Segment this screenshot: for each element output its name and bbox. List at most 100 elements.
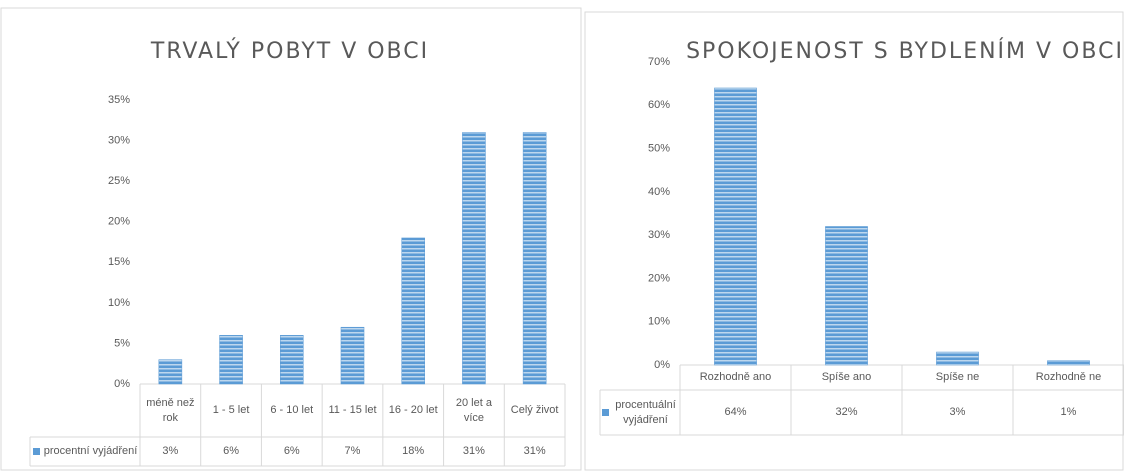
y-tick-label: 20%	[108, 216, 130, 228]
x-tick-label-text: Rozhodně ano	[699, 371, 772, 384]
data-label-text: 31%	[462, 445, 485, 458]
bar	[280, 335, 304, 385]
x-tick-label: Rozhodně ne	[1017, 365, 1120, 390]
x-tick-label-box: méně než rok	[144, 384, 197, 437]
y-tick-label: 70%	[648, 56, 670, 68]
x-tick-label-text: 6 - 10 let	[270, 404, 314, 417]
data-label: 3%	[140, 437, 201, 466]
data-label-text: 31%	[523, 445, 546, 458]
x-tick-label-text: 11 - 15 let	[328, 404, 377, 417]
x-tick-label-box: Spíše ne	[906, 365, 1009, 390]
bar	[219, 335, 243, 385]
bar	[158, 359, 183, 385]
x-tick-label-text: 1 - 5 let	[212, 404, 250, 417]
y-tick-label: 25%	[108, 175, 130, 187]
bar	[401, 237, 425, 385]
chart-frame	[0, 7, 582, 471]
x-tick-label-box: Rozhodně ano	[699, 371, 772, 384]
legend-swatch	[602, 409, 609, 416]
data-label: 18%	[383, 437, 444, 466]
legend-entry-text: procentní vyjádření	[43, 445, 138, 458]
x-tick-label: Celý život	[508, 384, 561, 437]
y-tick-label: 30%	[648, 229, 670, 241]
x-tick-label: 1 - 5 let	[205, 384, 258, 437]
x-tick-label: Spíše ne	[906, 365, 1009, 390]
data-label-box: 3%	[902, 390, 1013, 435]
legend-swatch	[32, 448, 40, 455]
x-tick-label: 16 - 20 let	[387, 384, 440, 437]
data-label: 7%	[322, 437, 383, 466]
x-tick-label: 11 - 15 let	[326, 384, 379, 437]
y-tick-label: 15%	[108, 256, 130, 268]
data-label-text: 3%	[949, 406, 966, 419]
x-tick-label: Spíše ano	[795, 365, 898, 390]
data-label-text: 64%	[724, 406, 747, 419]
bar	[714, 87, 757, 366]
data-label-box: 18%	[383, 437, 444, 466]
data-label: 6%	[261, 437, 322, 466]
x-tick-label-box: 1 - 5 let	[205, 384, 258, 437]
x-tick-label-text: Rozhodně ne	[1035, 371, 1102, 384]
x-tick-label: 6 - 10 let	[265, 384, 318, 437]
data-label-box: 32%	[791, 390, 902, 435]
data-label-text: 3%	[162, 445, 179, 458]
data-label: 6%	[201, 437, 262, 466]
data-label: 31%	[444, 437, 505, 466]
y-tick-label: 0%	[114, 378, 130, 390]
data-label-box: 3%	[140, 437, 201, 466]
x-tick-label-box: 6 - 10 let	[265, 384, 318, 437]
data-label-box: 1%	[1013, 390, 1124, 435]
x-tick-label-box: 16 - 20 let	[387, 384, 440, 437]
x-tick-label-box: 20 let a více	[448, 384, 501, 437]
data-label-text: 6%	[223, 445, 239, 458]
y-tick-label: 35%	[108, 94, 130, 106]
bar	[1047, 360, 1090, 366]
data-label: 3%	[902, 390, 1013, 435]
data-label-box: 7%	[322, 437, 383, 466]
data-label-box: 31%	[444, 437, 505, 466]
data-label-box: 64%	[680, 390, 791, 435]
data-label-text: 1%	[1060, 406, 1077, 419]
data-label: 64%	[680, 390, 791, 435]
data-label: 1%	[1013, 390, 1124, 435]
x-tick-label: 20 let a více	[448, 384, 501, 437]
bar	[462, 132, 486, 385]
y-tick-label: 20%	[648, 272, 670, 284]
x-tick-label-text: Spíše ne	[935, 371, 980, 384]
data-label-box: 31%	[504, 437, 565, 466]
legend-entry-box: procentní vyjádření	[32, 437, 138, 466]
legend-entry: procentuální vyjádření	[602, 390, 678, 435]
x-tick-label-box: Celý život	[508, 384, 561, 437]
data-label: 32%	[791, 390, 902, 435]
y-tick-label: 10%	[648, 316, 670, 328]
data-label-box: 6%	[201, 437, 262, 466]
y-tick-label: 50%	[648, 142, 670, 154]
bar	[936, 351, 979, 366]
legend-entry: procentní vyjádření	[32, 437, 138, 466]
x-tick-label-box: Rozhodně ne	[1017, 365, 1120, 390]
chart-title: TRVALÝ POBYT V OBCI	[150, 38, 429, 64]
data-label-text: 32%	[835, 406, 858, 419]
data-label: 31%	[504, 437, 565, 466]
x-tick-label: méně než rok	[144, 384, 197, 437]
x-tick-label-text: Spíše ano	[821, 371, 872, 384]
x-tick-label-text: 20 let a více	[455, 397, 492, 424]
bar	[522, 132, 547, 385]
y-tick-label: 10%	[108, 297, 130, 309]
bar	[340, 326, 365, 385]
x-tick-label-text: méně než rok	[146, 397, 195, 424]
x-tick-label-text: 16 - 20 let	[388, 404, 438, 417]
data-label-text: 18%	[402, 445, 425, 458]
y-tick-label: 60%	[648, 99, 670, 111]
data-label-text: 7%	[344, 445, 361, 458]
y-tick-label: 30%	[108, 134, 130, 146]
data-label-text: 6%	[283, 445, 300, 458]
legend-entry-box: procentuální vyjádření	[602, 390, 678, 435]
x-tick-label-text: Celý život	[510, 404, 559, 417]
x-tick-label-box: Spíše ano	[795, 365, 898, 390]
chart-frame	[584, 11, 1124, 471]
y-tick-label: 40%	[648, 186, 670, 198]
y-tick-label: 5%	[114, 337, 130, 349]
chart-title: SPOKOJENOST S BYDLENÍM V OBCI	[686, 38, 1124, 64]
